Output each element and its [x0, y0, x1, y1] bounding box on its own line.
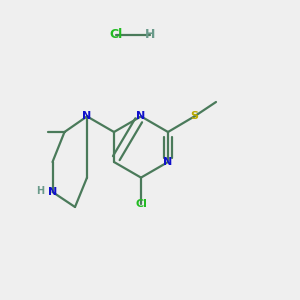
Text: N: N	[82, 111, 91, 122]
Text: S: S	[190, 111, 198, 122]
Text: H: H	[36, 185, 44, 196]
Text: Cl: Cl	[135, 199, 147, 209]
Text: N: N	[48, 187, 57, 197]
Text: H: H	[145, 28, 155, 41]
Text: N: N	[136, 111, 146, 122]
Text: N: N	[164, 157, 172, 167]
Text: Cl: Cl	[109, 28, 122, 41]
